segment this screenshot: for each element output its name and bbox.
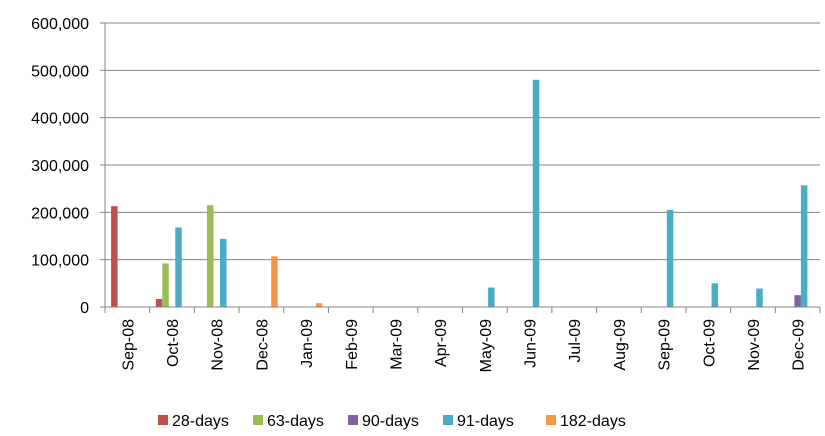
x-tick-label: Feb-09 (344, 319, 361, 370)
bar-63-days-Oct-08 (162, 263, 169, 307)
legend-label-182-days: 182-days (560, 413, 626, 430)
x-tick-label: Jan-09 (299, 319, 316, 368)
bar-182-days-Jan-09 (315, 303, 323, 307)
y-tick-label: 100,000 (31, 253, 89, 270)
legend: 28-days 63-days 90-days 91-days 182-days (158, 413, 626, 430)
x-tick-label: May-09 (478, 319, 495, 372)
legend-label-90-days: 90-days (362, 413, 419, 430)
legend-swatch-28-days (158, 415, 168, 425)
y-tick-label: 400,000 (31, 111, 89, 128)
bar-90-days-Dec-09 (794, 295, 801, 307)
x-axis-ticks: Sep-08 Oct-08 Nov-08 Dec-08 Jan-09 Feb-09 Mar-… (104, 307, 821, 372)
y-tick-label: 600,000 (31, 16, 89, 33)
x-tick-label: Jul-09 (567, 319, 584, 363)
x-tick-label: Apr-09 (433, 319, 450, 367)
x-tick-label: Dec-09 (791, 319, 808, 371)
bar-91-days-Jun-09 (532, 79, 540, 307)
x-tick-label: Dec-08 (254, 319, 271, 371)
x-tick-label: Oct-09 (701, 319, 718, 367)
legend-swatch-182-days (546, 415, 556, 425)
x-tick-label: Mar-09 (388, 319, 405, 370)
bar-91-days-Dec-09 (800, 185, 808, 307)
y-tick-label: 500,000 (31, 63, 89, 80)
bar-28-days-Oct-08 (155, 298, 163, 307)
y-tick-label: 0 (80, 300, 89, 317)
y-tick-label: 300,000 (31, 158, 89, 175)
bar-91-days-Oct-09 (711, 283, 719, 307)
legend-label-91-days: 91-days (457, 413, 514, 430)
y-axis-ticks: 0 100,000 200,000 300,000 400,000 500,000 600,… (31, 16, 105, 317)
legend-swatch-91-days (443, 415, 453, 425)
legend-label-63-days: 63-days (267, 413, 324, 430)
x-tick-label: Nov-08 (210, 319, 227, 371)
x-tick-label: Sep-08 (120, 319, 137, 371)
x-tick-label: Sep-09 (657, 319, 674, 371)
bars (111, 79, 808, 307)
bar-91-days-Nov-08 (219, 238, 227, 307)
bar-91-days-Sep-09 (666, 209, 674, 307)
legend-label-28-days: 28-days (172, 413, 229, 430)
bar-28-days-Sep-08 (111, 206, 118, 307)
gridlines (105, 22, 820, 261)
x-tick-label: Jun-09 (523, 319, 540, 368)
bar-63-days-Nov-08 (206, 205, 214, 307)
legend-swatch-90-days (348, 415, 358, 425)
x-tick-label: Oct-08 (165, 319, 182, 367)
bar-91-days-Nov-09 (756, 288, 763, 307)
legend-swatch-63-days (253, 415, 263, 425)
bar-91-days-May-09 (488, 287, 495, 307)
bar-91-days-Oct-08 (175, 227, 182, 307)
x-tick-label: Nov-09 (746, 319, 763, 371)
y-tick-label: 200,000 (31, 205, 89, 222)
x-tick-label: Aug-09 (612, 319, 629, 371)
bar-182-days-Dec-08 (271, 256, 278, 307)
